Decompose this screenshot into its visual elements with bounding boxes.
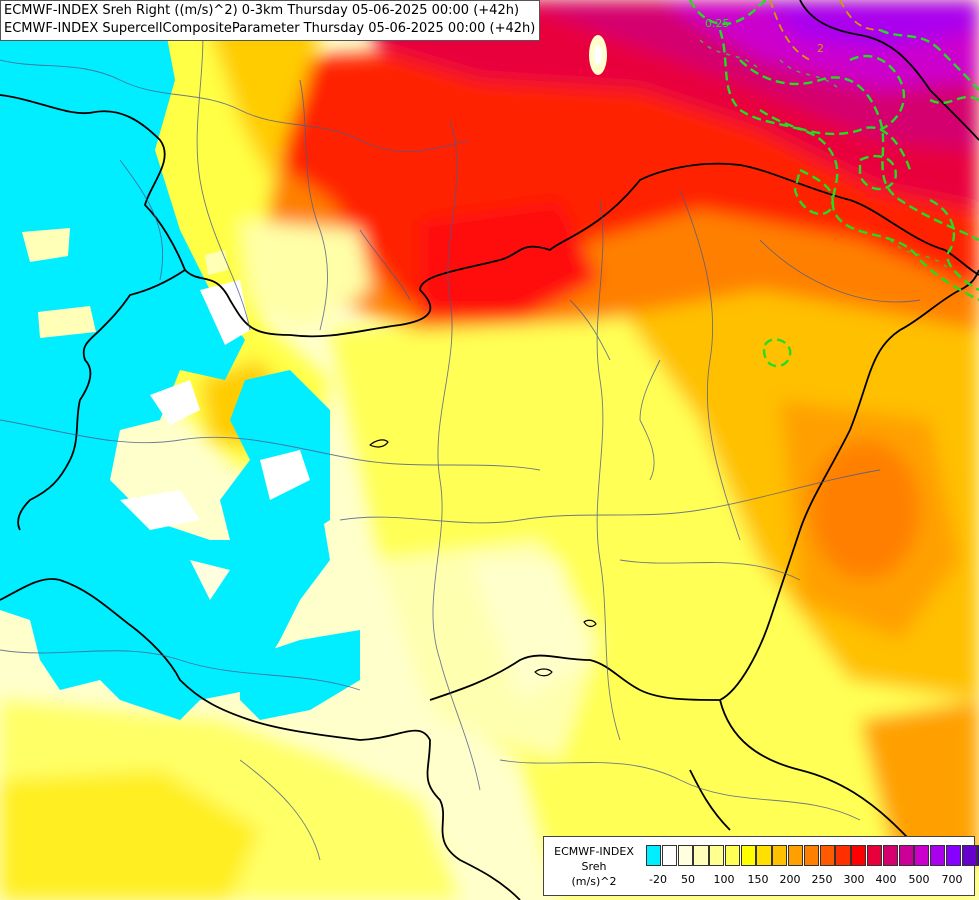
cyan-field xyxy=(0,0,360,720)
legend-tick-4: 200 xyxy=(779,873,801,886)
legend-tick-8: 500 xyxy=(908,873,930,886)
legend-title-line-3: (m/s)^2 xyxy=(571,875,617,888)
scp-secondary-contours xyxy=(699,39,951,271)
legend-swatch-7 xyxy=(756,845,772,866)
color-legend: ECMWF-INDEX Sreh (m/s)^2 -20 50 100 150 200 2… xyxy=(543,836,979,896)
contour-label-0-25: 0.25 xyxy=(705,17,730,30)
legend-swatch-0 xyxy=(646,845,662,866)
map-title-line-2: ECMWF-INDEX SupercellCompositeParameter … xyxy=(4,21,536,36)
legend-tick-labels: -20 50 100 150 200 250 300 400 500 700 xyxy=(646,873,966,889)
contour-label-2: 2 xyxy=(817,42,824,55)
legend-swatch-6 xyxy=(740,845,756,866)
legend-swatch-19 xyxy=(945,845,962,866)
legend-tick-1: 50 xyxy=(681,873,695,886)
legend-swatch-2 xyxy=(677,845,693,866)
scp-contours xyxy=(688,0,979,368)
legend-title-line-2: Sreh xyxy=(581,860,607,873)
hotspot-core xyxy=(594,45,602,65)
legend-swatch-10 xyxy=(803,845,819,866)
legend-swatch-8 xyxy=(772,845,788,866)
legend-swatch-13 xyxy=(851,845,867,866)
legend-tick-3: 150 xyxy=(747,873,769,886)
legend-swatch-14 xyxy=(866,845,883,866)
legend-tick-5: 250 xyxy=(811,873,833,886)
map-title-box: ECMWF-INDEX Sreh Right ((m/s)^2) 0-3km T… xyxy=(0,0,541,41)
legend-swatch-5 xyxy=(724,845,741,866)
legend-tick-6: 300 xyxy=(843,873,865,886)
legend-tick-9: 700 xyxy=(941,873,963,886)
legend-tick-7: 400 xyxy=(875,873,897,886)
legend-swatch-4 xyxy=(709,845,725,866)
rivers-and-regions xyxy=(0,0,921,861)
legend-swatch-3 xyxy=(693,845,709,866)
legend-swatch-20 xyxy=(961,845,977,866)
legend-swatch-15 xyxy=(882,845,898,866)
legend-tick-2: 100 xyxy=(713,873,735,886)
legend-swatch-12 xyxy=(835,845,851,866)
legend-swatch-21 xyxy=(977,845,979,866)
legend-swatch-11 xyxy=(819,845,835,866)
legend-title: ECMWF-INDEX Sreh (m/s)^2 xyxy=(546,844,642,889)
legend-swatch-17 xyxy=(914,845,930,866)
legend-swatch-9 xyxy=(788,845,804,866)
helicity-dashed-lines xyxy=(769,0,881,61)
legend-swatch-16 xyxy=(898,845,914,866)
legend-swatch-1 xyxy=(661,845,677,866)
legend-swatch-18 xyxy=(930,845,946,866)
legend-swatches xyxy=(646,845,979,866)
legend-tick-0: -20 xyxy=(649,873,667,886)
map-title-line-1: ECMWF-INDEX Sreh Right ((m/s)^2) 0-3km T… xyxy=(4,3,520,18)
legend-title-line-1: ECMWF-INDEX xyxy=(554,845,634,858)
